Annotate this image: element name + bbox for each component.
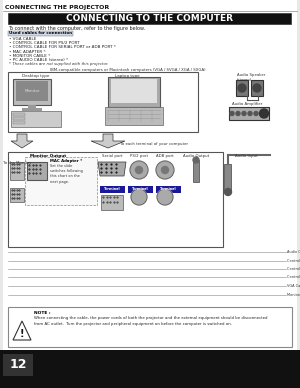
Text: Used cables for connection: Used cables for connection <box>9 31 72 35</box>
Bar <box>156 186 181 193</box>
Circle shape <box>254 111 258 116</box>
Bar <box>108 77 160 107</box>
Text: Control Cable for PS/2 Port: Control Cable for PS/2 Port <box>287 267 300 271</box>
Text: • CONTROL CABLE FOR PS/2 PORT: • CONTROL CABLE FOR PS/2 PORT <box>9 41 80 45</box>
Circle shape <box>224 189 232 196</box>
Text: When connecting the cable, the power cords of both the projector and the externa: When connecting the cable, the power cor… <box>34 316 268 326</box>
Text: MAC Adapter *: MAC Adapter * <box>50 159 82 163</box>
Text: Laptop type: Laptop type <box>115 74 140 78</box>
Bar <box>11 111 61 127</box>
Text: * These cables are not supplied with this projector.: * These cables are not supplied with thi… <box>9 62 108 66</box>
Polygon shape <box>91 134 125 148</box>
Text: Monitor: Monitor <box>24 89 40 93</box>
Circle shape <box>248 111 252 116</box>
Circle shape <box>242 111 246 116</box>
Bar <box>229 107 269 120</box>
Circle shape <box>130 161 148 179</box>
Bar <box>100 186 125 193</box>
Bar <box>128 186 153 193</box>
Text: !: ! <box>20 329 24 339</box>
Text: Audio Speaker
(stereo): Audio Speaker (stereo) <box>237 73 266 81</box>
Text: Desktop type: Desktop type <box>22 74 50 78</box>
Bar <box>111 79 157 103</box>
Text: • PC AUDIO CABLE (stereo) *: • PC AUDIO CABLE (stereo) * <box>9 58 68 62</box>
Circle shape <box>238 84 246 92</box>
Polygon shape <box>11 134 33 148</box>
Bar <box>101 195 123 210</box>
Text: Audio Output: Audio Output <box>183 154 209 158</box>
Text: Terminal: Terminal <box>104 187 121 192</box>
Bar <box>8 72 198 132</box>
Bar <box>10 162 24 180</box>
Bar <box>13 117 25 120</box>
Text: Monitor Cable *: Monitor Cable * <box>287 293 300 297</box>
Bar <box>0 350 300 388</box>
Bar <box>3 354 33 376</box>
Text: VGA Cable: VGA Cable <box>287 284 300 288</box>
Text: CONNECTING THE PROJECTOR: CONNECTING THE PROJECTOR <box>5 5 109 10</box>
Bar <box>13 113 25 116</box>
Text: CONNECTING TO THE COMPUTER: CONNECTING TO THE COMPUTER <box>65 14 233 23</box>
Bar <box>8 13 291 24</box>
Polygon shape <box>13 321 31 340</box>
Circle shape <box>193 157 199 163</box>
Circle shape <box>230 111 234 116</box>
Bar <box>13 79 51 105</box>
Circle shape <box>156 161 174 179</box>
Text: • CONTROL CABLE FOR SERIAL PORT or ADB PORT *: • CONTROL CABLE FOR SERIAL PORT or ADB P… <box>9 45 116 49</box>
Bar <box>8 307 292 347</box>
Bar <box>27 162 47 180</box>
Text: Set the slide
switches following
this chart on the
next page.: Set the slide switches following this ch… <box>50 164 83 184</box>
Text: • MAC ADAPTER *: • MAC ADAPTER * <box>9 50 46 54</box>
Circle shape <box>253 84 261 92</box>
Text: Monitor Output: Monitor Output <box>30 154 66 158</box>
Bar <box>8 31 73 36</box>
Bar <box>105 107 163 125</box>
Text: Audio Cable (stereo) *: Audio Cable (stereo) * <box>287 250 300 254</box>
Text: To each terminal of your computer: To each terminal of your computer <box>120 142 188 146</box>
Text: Audio Input: Audio Input <box>235 154 258 158</box>
Text: 12: 12 <box>9 359 27 371</box>
Circle shape <box>236 111 240 116</box>
Circle shape <box>161 166 169 173</box>
Text: • MONITOR CABLE *: • MONITOR CABLE * <box>9 54 50 58</box>
Circle shape <box>136 166 142 173</box>
Text: To connect with the computer, refer to the figure below.: To connect with the computer, refer to t… <box>8 26 145 31</box>
Text: • VGA CABLE: • VGA CABLE <box>9 37 36 41</box>
Text: Serial port: Serial port <box>102 154 122 158</box>
Text: Audio Amplifier: Audio Amplifier <box>232 102 262 106</box>
Text: NOTE :: NOTE : <box>34 311 51 315</box>
Bar <box>22 108 42 111</box>
Bar <box>13 121 25 123</box>
Text: PS/2 port: PS/2 port <box>130 154 148 158</box>
Bar <box>236 80 248 96</box>
Bar <box>224 164 231 192</box>
Text: Control Cable for ADB Port *: Control Cable for ADB Port * <box>287 259 300 263</box>
Text: Terminal: Terminal <box>160 187 177 192</box>
Circle shape <box>131 189 147 205</box>
Bar <box>16 81 48 101</box>
Circle shape <box>260 109 268 118</box>
Bar <box>10 188 24 202</box>
FancyBboxPatch shape <box>25 157 97 205</box>
Bar <box>193 160 199 182</box>
Bar <box>8 152 223 247</box>
Polygon shape <box>98 162 126 176</box>
Text: To the Monitor: To the Monitor <box>3 161 31 165</box>
Text: ADB port: ADB port <box>156 154 174 158</box>
Bar <box>251 80 263 96</box>
Text: Control Cable for Serial Port *: Control Cable for Serial Port * <box>287 275 300 279</box>
Bar <box>28 105 36 108</box>
Circle shape <box>157 189 173 205</box>
Text: Terminal: Terminal <box>132 187 149 192</box>
Text: IBM-compatible computers or Macintosh computers (VGA / SVGA / XGA / SXGA): IBM-compatible computers or Macintosh co… <box>50 68 206 72</box>
